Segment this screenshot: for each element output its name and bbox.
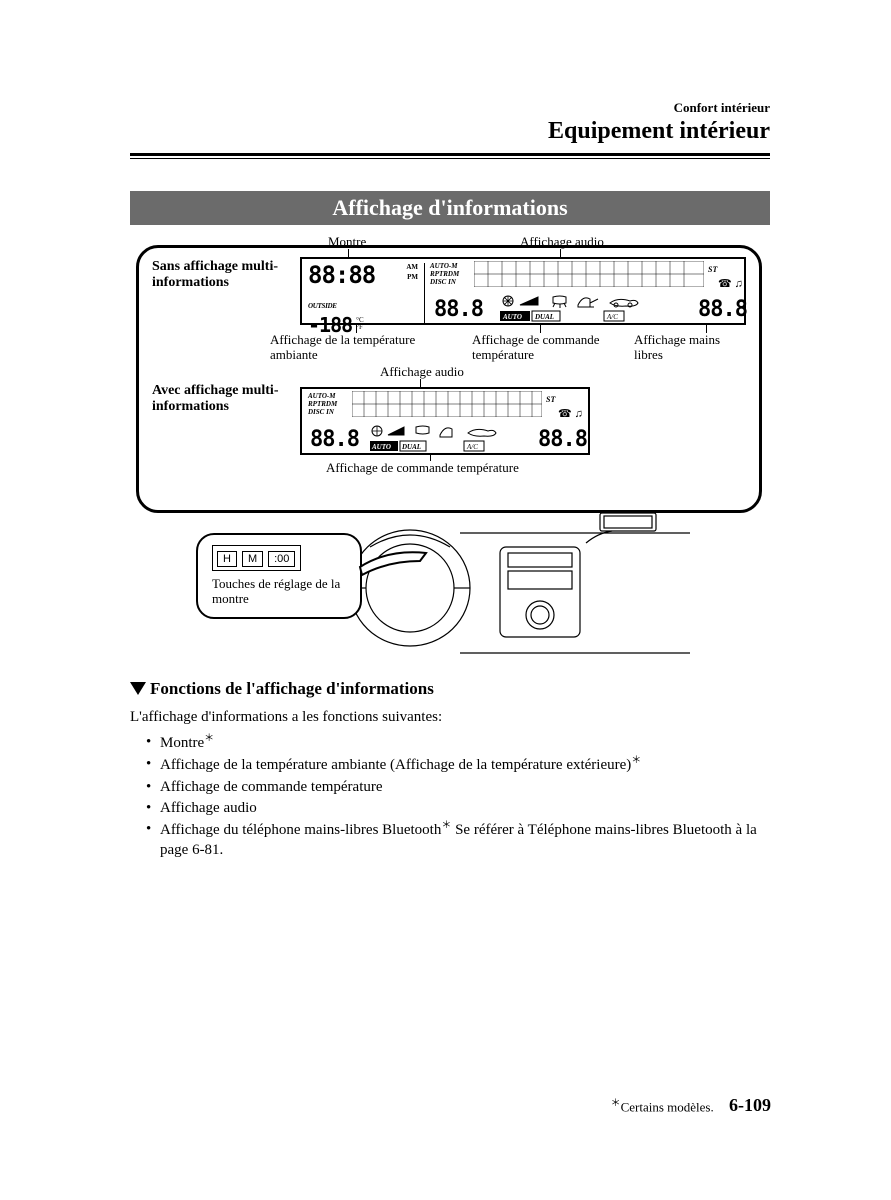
rule-thick [130, 153, 770, 156]
rptrdm-label-2: RPTRDM [308, 400, 337, 408]
list-item: Montre＊ [146, 732, 770, 753]
phone-music-icon-2: ☎ ♫ [558, 407, 583, 420]
discin-label: DISC IN [430, 278, 459, 286]
lcd-sans: 88:88 AM PM OUTSIDE -188 °C °F AUTO-M RP… [300, 257, 746, 325]
autom-label-2: AUTO-M [308, 392, 337, 400]
audio-grid-icon [474, 261, 704, 287]
st-label-2: ST [546, 395, 555, 404]
functions-list: Montre＊ Affichage de la température ambi… [130, 732, 770, 861]
svg-text:A/C: A/C [466, 443, 478, 451]
page-footer: ＊Certains modèles. 6-109 [611, 1094, 771, 1116]
svg-text:AUTO: AUTO [502, 313, 522, 321]
phone-music-icon: ☎ ♫ [718, 277, 743, 290]
callout-mains-libres: Affichage mains libres [634, 333, 744, 363]
svg-text:DUAL: DUAL [534, 313, 554, 321]
climate-icons: AUTO DUAL A/C [498, 293, 668, 323]
callout-cmd-temp2: Affichage de commande température [326, 461, 519, 476]
temp-left-2: 88.8 [310, 427, 359, 452]
page-number: 6-109 [729, 1095, 771, 1115]
avec-affichage-label: Avec affichage multi-informations [152, 383, 302, 415]
functions-heading: Fonctions de l'affichage d'informations [130, 679, 770, 699]
audio-grid-icon-2 [352, 391, 542, 417]
outside-label: OUTSIDE [308, 302, 337, 310]
intro-text: L'affichage d'informations a les fonctio… [130, 709, 770, 726]
list-item: Affichage audio [146, 798, 770, 818]
clock-buttons-caption: Touches de réglage de la montre [212, 577, 346, 607]
temp-right-2: 88.8 [538, 427, 587, 452]
deg-f: °F [356, 323, 363, 331]
callout-tail-icon [358, 547, 428, 587]
callout-audio2: Affichage audio [380, 365, 464, 380]
lcd-avec: AUTO-M RPTRDM DISC IN ST ☎ ♫ 88.8 [300, 387, 590, 455]
section-label: Equipement intérieur [130, 118, 770, 145]
triangle-icon [130, 682, 146, 695]
temp-right: 88.8 [698, 297, 747, 322]
section-title-bar: Affichage d'informations [130, 191, 770, 225]
rptrdm-label: RPTRDM [430, 270, 459, 278]
list-item: Affichage du téléphone mains-libres Blue… [146, 819, 770, 861]
clock-m-button[interactable]: M [242, 551, 263, 567]
list-item: Affichage de la température ambiante (Af… [146, 754, 770, 775]
temp-left: 88.8 [434, 297, 483, 322]
callout-montre: Montre [328, 235, 366, 250]
diagram: Montre Affichage audio Sans affichage mu… [130, 235, 770, 665]
clock-digits: 88:88 [308, 261, 375, 289]
autom-label: AUTO-M [430, 262, 459, 270]
st-label: ST [708, 265, 717, 274]
callout-audio: Affichage audio [520, 235, 604, 250]
rule-thin [130, 158, 770, 159]
svg-text:A/C: A/C [606, 313, 618, 321]
discin-label-2: DISC IN [308, 408, 337, 416]
sans-affichage-label: Sans affichage multi-informations [152, 259, 302, 291]
callout-temp-amb: Affichage de la température ambiante [270, 333, 450, 363]
climate-icons-2: AUTO DUAL A/C [368, 423, 528, 453]
footnote: Certains modèles. [621, 1099, 714, 1114]
svg-text:DUAL: DUAL [401, 443, 421, 451]
clock-zero-button[interactable]: :00 [268, 551, 295, 567]
svg-text:AUTO: AUTO [371, 443, 391, 451]
chapter-label: Confort intérieur [130, 100, 770, 116]
callout-cmd-temp: Affichage de commande température [472, 333, 632, 363]
pm-label: PM [407, 273, 418, 281]
list-item: Affichage de commande température [146, 777, 770, 797]
am-label: AM [406, 263, 418, 271]
dashboard-illustration [350, 513, 690, 663]
clock-h-button[interactable]: H [217, 551, 237, 567]
clock-buttons-callout: H M :00 Touches de réglage de la montre [196, 533, 362, 619]
